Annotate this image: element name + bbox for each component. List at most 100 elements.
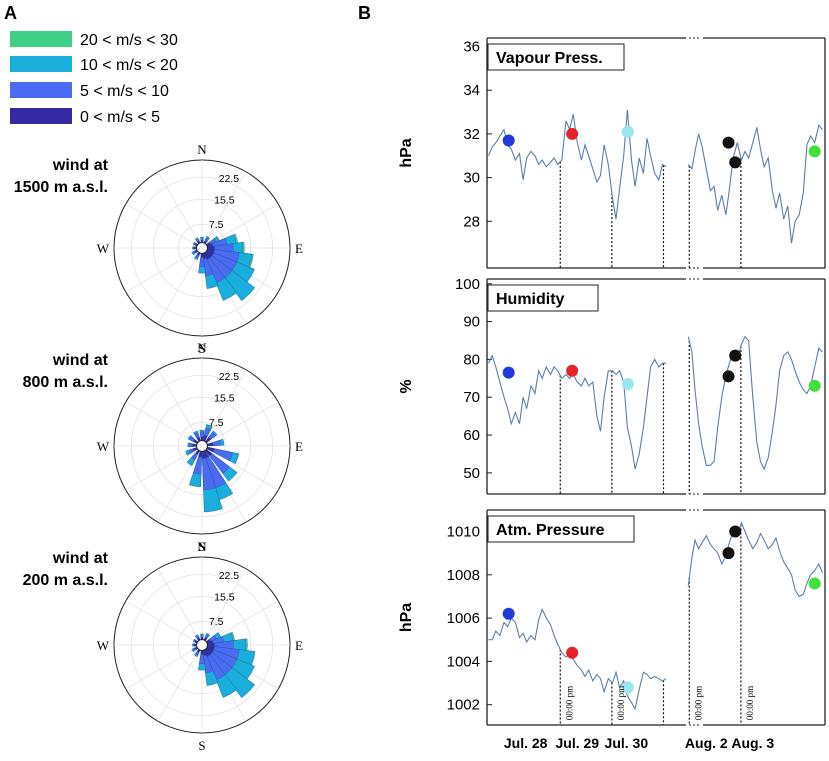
panel-title: Humidity bbox=[496, 291, 565, 308]
windrose-radial-label: 15.5 bbox=[214, 194, 235, 206]
legend-label-0-5: 0 < m/s < 5 bbox=[80, 109, 160, 126]
y-tick-label: 90 bbox=[463, 314, 480, 331]
windrose-radial-label: 7.5 bbox=[209, 417, 224, 429]
windrose-calm-circle bbox=[196, 242, 208, 254]
y-tick-label: 70 bbox=[463, 389, 480, 406]
windrose-south-label: S bbox=[198, 539, 205, 554]
y-tick-label: 1004 bbox=[447, 653, 480, 670]
windrose-calm-circle bbox=[196, 440, 208, 452]
windrose-spoke bbox=[157, 247, 203, 325]
series-line bbox=[687, 521, 823, 598]
time-label: 00:00 pm bbox=[745, 686, 755, 720]
y-tick-label: 30 bbox=[463, 170, 480, 187]
panel-title: Atm. Pressure bbox=[496, 522, 605, 539]
windrose-radial-label: 7.5 bbox=[209, 616, 224, 628]
marker-blue-dot bbox=[502, 366, 515, 379]
windrose-title-line2: 800 m a.s.l. bbox=[23, 374, 108, 391]
marker-black-dot bbox=[729, 525, 742, 538]
windrose-east-label: E bbox=[295, 638, 303, 653]
atm-pressure-panel: 1002 1004 1006 1008 1010 hPa Atm. Pressure 00:0… bbox=[398, 509, 826, 751]
y-tick-label: 32 bbox=[463, 126, 480, 143]
windrose-title-line2: 200 m a.s.l. bbox=[23, 572, 108, 589]
marker-green-dot bbox=[808, 379, 821, 392]
series-line bbox=[488, 354, 667, 470]
y-axis-label: hPa bbox=[398, 138, 415, 167]
windrose-spoke bbox=[157, 568, 203, 646]
marker-cyan-dot bbox=[621, 378, 634, 390]
windrose-spoke bbox=[157, 171, 203, 249]
legend-swatch-0-5 bbox=[10, 108, 72, 124]
windrose-spoke bbox=[201, 171, 247, 249]
panel-title-box bbox=[487, 43, 625, 71]
y-axis-label: % bbox=[398, 379, 415, 393]
panel-label-b: B bbox=[358, 3, 371, 23]
series-line bbox=[687, 335, 823, 471]
y-tick-label: 80 bbox=[463, 351, 480, 368]
x-tick-label: Jul. 30 bbox=[605, 735, 649, 751]
windrose-spoke bbox=[201, 568, 247, 646]
legend-swatch-5-10 bbox=[10, 82, 72, 98]
windrose-calm-circle bbox=[196, 639, 208, 651]
windrose-800m: wind at 800 m a.s.l. 7.5 15.5 22.5 N E S W bbox=[23, 340, 303, 554]
panel-title-box bbox=[487, 515, 635, 543]
legend-label-5-10: 5 < m/s < 10 bbox=[80, 83, 169, 100]
windrose-west-label: W bbox=[97, 241, 110, 256]
legend-label-20-30: 20 < m/s < 30 bbox=[80, 32, 178, 49]
x-tick-label: Aug. 2 bbox=[685, 735, 728, 751]
marker-cyan-dot bbox=[621, 125, 634, 138]
legend: 20 < m/s < 30 10 < m/s < 20 5 < m/s < 10… bbox=[10, 31, 178, 126]
marker-green-dot bbox=[808, 145, 821, 158]
windrose-title-line2: 1500 m a.s.l. bbox=[14, 179, 108, 196]
legend-label-10-20: 10 < m/s < 20 bbox=[80, 57, 178, 74]
y-tick-label: 1006 bbox=[447, 610, 480, 627]
windrose-radial-label: 22.5 bbox=[219, 173, 240, 185]
windrose-title-line1: wind at bbox=[52, 352, 109, 369]
windrose-spoke bbox=[201, 369, 247, 447]
x-tick-label: Aug. 3 bbox=[731, 735, 774, 751]
series-line bbox=[487, 109, 667, 220]
windrose-east-label: E bbox=[295, 241, 303, 256]
legend-swatch-20-30 bbox=[10, 31, 72, 47]
windrose-radial-label: 7.5 bbox=[209, 219, 224, 231]
windrose-radial-label: 15.5 bbox=[214, 591, 235, 603]
y-tick-label: 34 bbox=[463, 82, 480, 99]
windrose-south-label: S bbox=[198, 738, 205, 753]
y-tick-label: 1008 bbox=[447, 567, 480, 584]
marker-black-dot bbox=[722, 136, 735, 149]
marker-black-dot bbox=[722, 370, 735, 383]
marker-black-dot bbox=[729, 156, 742, 169]
series-line bbox=[687, 123, 823, 244]
x-tick-label: Jul. 28 bbox=[504, 735, 548, 751]
marker-blue-dot bbox=[502, 134, 515, 147]
marker-red-dot bbox=[566, 127, 579, 140]
y-tick-label: 50 bbox=[463, 465, 480, 482]
y-tick-label: 100 bbox=[455, 276, 480, 293]
y-tick-label: 1002 bbox=[447, 697, 480, 714]
windrose-north-label: N bbox=[197, 142, 207, 157]
time-label: 00:00 pm bbox=[564, 686, 574, 720]
windrose-east-label: E bbox=[295, 439, 303, 454]
panel-title-box bbox=[487, 284, 599, 312]
panel-title: Vapour Press. bbox=[496, 50, 603, 67]
windrose-spoke bbox=[157, 644, 203, 722]
windrose-north-label: N bbox=[197, 340, 207, 355]
marker-black-dot bbox=[729, 349, 742, 362]
series-line bbox=[488, 607, 667, 711]
windrose-radial-label: 22.5 bbox=[219, 371, 240, 383]
windrose-spoke bbox=[201, 445, 279, 491]
windrose-1500m: wind at 1500 m a.s.l. 7.5 15.5 22.5 N E S W bbox=[14, 142, 303, 356]
panel-label-a: A bbox=[4, 3, 17, 23]
marker-black-dot bbox=[722, 547, 735, 560]
marker-red-dot bbox=[566, 646, 579, 659]
marker-cyan-dot bbox=[621, 681, 634, 694]
legend-swatch-10-20 bbox=[10, 56, 72, 72]
marker-blue-dot bbox=[502, 607, 515, 620]
windrose-west-label: W bbox=[97, 638, 110, 653]
y-tick-label: 1010 bbox=[447, 523, 480, 540]
y-tick-label: 36 bbox=[463, 39, 480, 56]
windrose-spoke bbox=[125, 644, 203, 690]
windrose-spoke bbox=[201, 401, 279, 447]
windrose-spoke bbox=[125, 203, 203, 249]
humidity-panel: 50 60 70 80 90 100% Humidity bbox=[398, 276, 826, 495]
